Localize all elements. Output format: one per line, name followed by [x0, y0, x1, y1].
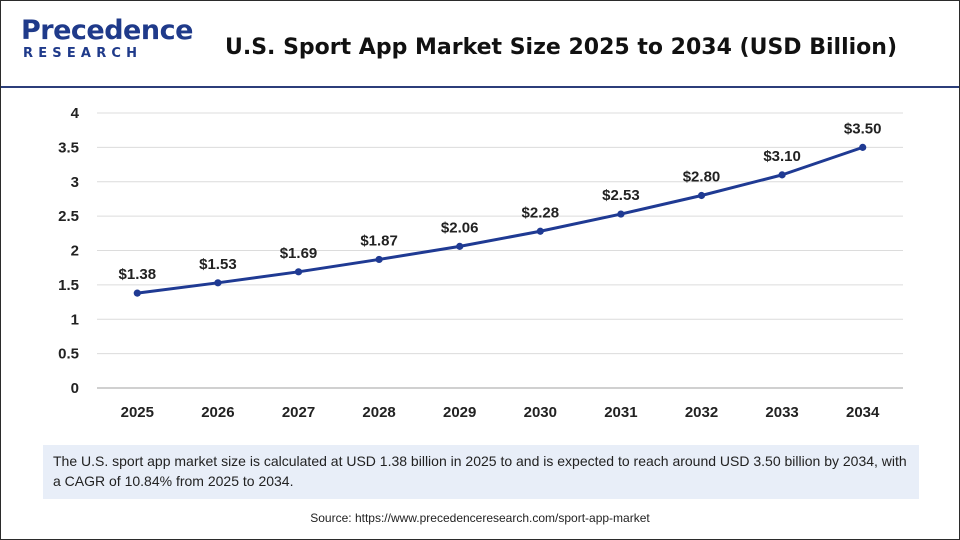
y-tick-label: 3	[71, 174, 79, 191]
data-point	[617, 210, 625, 218]
y-tick-label: 2	[71, 243, 79, 260]
data-point	[859, 143, 867, 151]
series-line	[137, 145, 864, 295]
y-tick-labels: 0 0.5 1 1.5 2 2.5 3 3.5 4	[58, 105, 80, 397]
data-point	[778, 171, 786, 179]
header: Precedence RESEARCH U.S. Sport App Marke…	[1, 1, 959, 88]
y-tick-label: 1.5	[58, 277, 79, 294]
x-tick-label: 2030	[524, 404, 557, 421]
data-label: $1.53	[199, 256, 237, 273]
x-tick-label: 2026	[201, 404, 234, 421]
source-text: Source: https://www.precedenceresearch.c…	[310, 511, 650, 525]
data-point	[456, 242, 464, 250]
x-tick-label: 2033	[765, 404, 798, 421]
data-point	[697, 191, 706, 200]
x-tick-label: 2028	[362, 404, 395, 421]
x-tick-label: 2032	[685, 404, 718, 421]
series	[133, 143, 867, 297]
x-tick-label: 2031	[604, 404, 637, 421]
line-chart: 00.511.522.533.54 2025 2026 2027 2028 2029 20…	[58, 105, 903, 421]
data-label: $2.53	[602, 187, 640, 204]
y-tick-label: 2.5	[58, 208, 79, 225]
y-tick-label: 3.5	[58, 139, 79, 156]
precedence-research-logo: Precedence RESEARCH	[21, 15, 193, 63]
data-point	[375, 255, 383, 264]
x-tick-label: 2034	[846, 404, 880, 421]
gridlines	[97, 112, 903, 355]
data-label: $2.28	[522, 204, 560, 221]
logo-subtitle: RESEARCH	[23, 46, 143, 61]
data-point	[214, 279, 222, 287]
data-point	[536, 227, 544, 235]
y-tick-label: 0.5	[58, 346, 79, 363]
chart-title: U.S. Sport App Market Size 2025 to 2034 …	[224, 35, 897, 60]
logo-wordmark: Precedence	[21, 15, 193, 46]
x-tick-label: 2029	[443, 404, 476, 421]
x-tick-labels: 2025 2026 2027 2028 2029 2030 2031 2032 2033 2034	[121, 404, 880, 421]
y-tick-label: 0	[71, 380, 79, 397]
y-tick-label: 1	[71, 311, 79, 328]
data-label: $2.80	[683, 169, 721, 186]
data-label: $1.38	[119, 266, 157, 283]
data-label: $1.69	[280, 245, 318, 262]
data-point	[294, 268, 303, 276]
data-label: $1.87	[360, 232, 398, 249]
x-tick-label: 2027	[282, 404, 315, 421]
data-label: $2.06	[441, 219, 479, 236]
data-point	[133, 289, 141, 297]
data-label: $3.10	[763, 148, 801, 165]
data-labels: $1.38 $1.53 $1.69 $1.87 $2.06 $2.28 $2.53 $2.80…	[119, 120, 882, 283]
summary-note: The U.S. sport app market size is calcul…	[43, 445, 919, 499]
x-tick-label: 2025	[121, 404, 154, 421]
data-label: $3.50	[844, 120, 882, 137]
y-tick-label: 4	[71, 105, 80, 122]
